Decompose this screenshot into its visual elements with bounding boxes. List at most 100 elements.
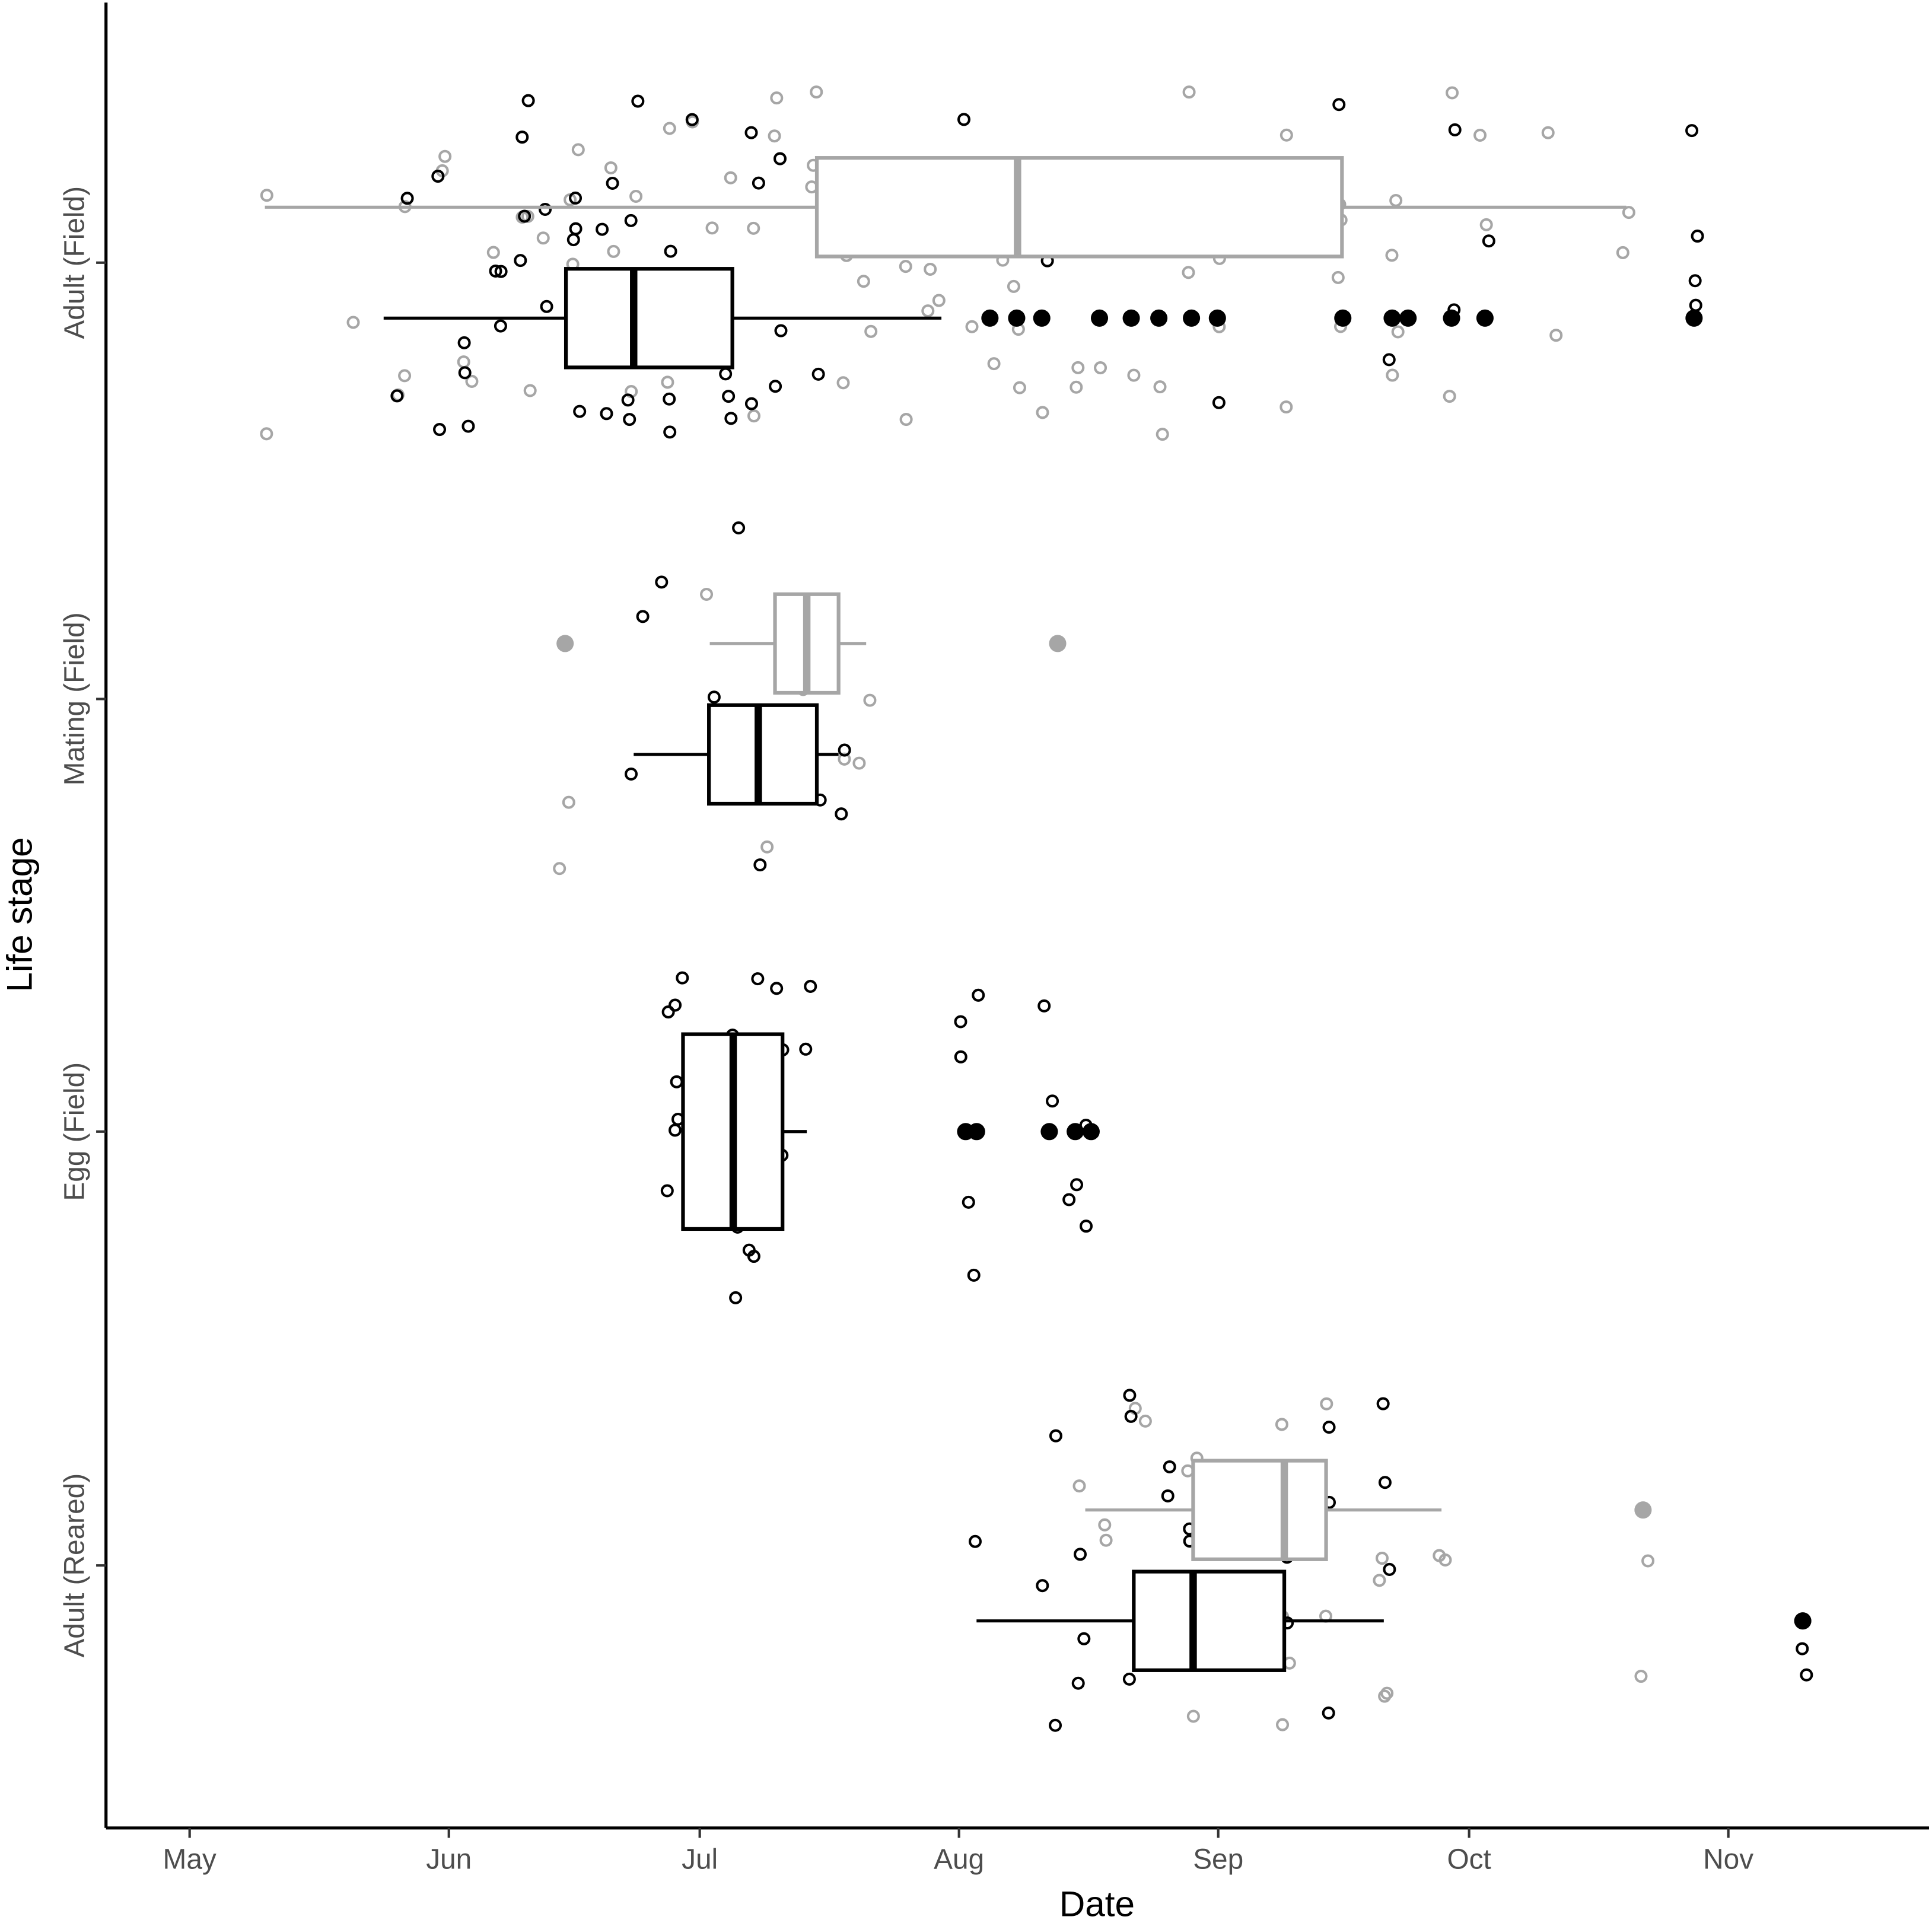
outlier <box>1067 1123 1084 1141</box>
point <box>1094 361 1107 375</box>
point <box>700 587 714 601</box>
point <box>1070 380 1083 394</box>
point <box>1383 1562 1396 1576</box>
point <box>1443 390 1456 403</box>
x-tick-label: May <box>163 1844 217 1876</box>
point <box>768 129 781 143</box>
point <box>932 294 946 307</box>
point <box>1386 368 1399 382</box>
point <box>604 161 618 174</box>
outlier <box>1082 1123 1100 1141</box>
point <box>540 300 553 313</box>
point <box>705 221 719 235</box>
point <box>1448 123 1462 136</box>
point <box>1685 124 1699 138</box>
point <box>398 369 412 383</box>
point <box>569 191 583 205</box>
point <box>799 1042 813 1056</box>
point <box>1071 1676 1085 1690</box>
point <box>431 170 445 183</box>
point <box>1473 129 1487 142</box>
point <box>1688 274 1702 288</box>
point <box>1007 279 1020 293</box>
point <box>1320 1397 1333 1411</box>
point <box>457 336 471 349</box>
point <box>770 91 784 105</box>
point <box>606 177 619 190</box>
point <box>1378 1476 1392 1489</box>
point <box>536 231 550 245</box>
outlier <box>1685 309 1703 327</box>
point <box>852 756 866 770</box>
x-tick-label: Nov <box>1703 1844 1753 1876</box>
point <box>835 807 848 821</box>
point <box>433 423 447 437</box>
point <box>1077 1632 1091 1645</box>
outlier <box>1008 309 1026 327</box>
point <box>747 1250 760 1263</box>
point <box>747 221 760 235</box>
point <box>1073 1548 1087 1561</box>
point <box>722 390 736 403</box>
point <box>1616 246 1629 259</box>
point <box>753 858 767 872</box>
point <box>1182 266 1195 279</box>
point <box>747 409 761 423</box>
point <box>1691 230 1704 243</box>
point <box>724 171 737 184</box>
point <box>1549 329 1563 342</box>
point <box>770 982 784 995</box>
point <box>1138 1414 1152 1428</box>
outlier <box>1334 309 1352 327</box>
point <box>521 94 535 107</box>
y-tick-label: Mating (Field) <box>59 612 90 785</box>
point <box>1385 249 1399 262</box>
point <box>461 419 475 433</box>
x-tick-label: Jun <box>426 1844 472 1876</box>
x-axis-title: Date <box>1059 1884 1135 1923</box>
box <box>1132 1569 1287 1672</box>
point <box>1446 86 1459 100</box>
point <box>744 126 758 139</box>
point <box>1375 1552 1389 1565</box>
point <box>1212 396 1226 409</box>
point <box>631 94 645 108</box>
point <box>1013 381 1026 394</box>
point <box>573 405 587 418</box>
point <box>1182 85 1196 99</box>
point <box>1438 1553 1452 1567</box>
point <box>1048 1718 1062 1732</box>
box <box>564 267 734 370</box>
point <box>390 389 404 403</box>
point <box>774 324 788 338</box>
point <box>838 752 851 766</box>
point <box>724 412 738 425</box>
point <box>663 425 677 439</box>
point <box>346 316 360 329</box>
point <box>636 610 650 623</box>
point <box>260 189 273 202</box>
point <box>1332 98 1346 112</box>
point <box>811 367 825 381</box>
point <box>660 1184 674 1198</box>
point <box>655 575 669 589</box>
point <box>1322 1706 1335 1720</box>
point <box>486 246 500 259</box>
point <box>553 862 566 875</box>
point <box>1391 325 1405 339</box>
point <box>458 366 472 380</box>
point <box>769 380 782 393</box>
point <box>1279 128 1293 142</box>
point <box>962 1195 975 1209</box>
point <box>921 304 935 318</box>
point <box>260 427 273 441</box>
outlier <box>1122 309 1140 327</box>
outlier <box>981 309 999 327</box>
point <box>1634 1670 1648 1683</box>
point <box>1098 1518 1112 1532</box>
point <box>663 122 676 135</box>
outlier <box>556 635 574 652</box>
point <box>773 152 787 165</box>
point <box>1123 1389 1137 1402</box>
